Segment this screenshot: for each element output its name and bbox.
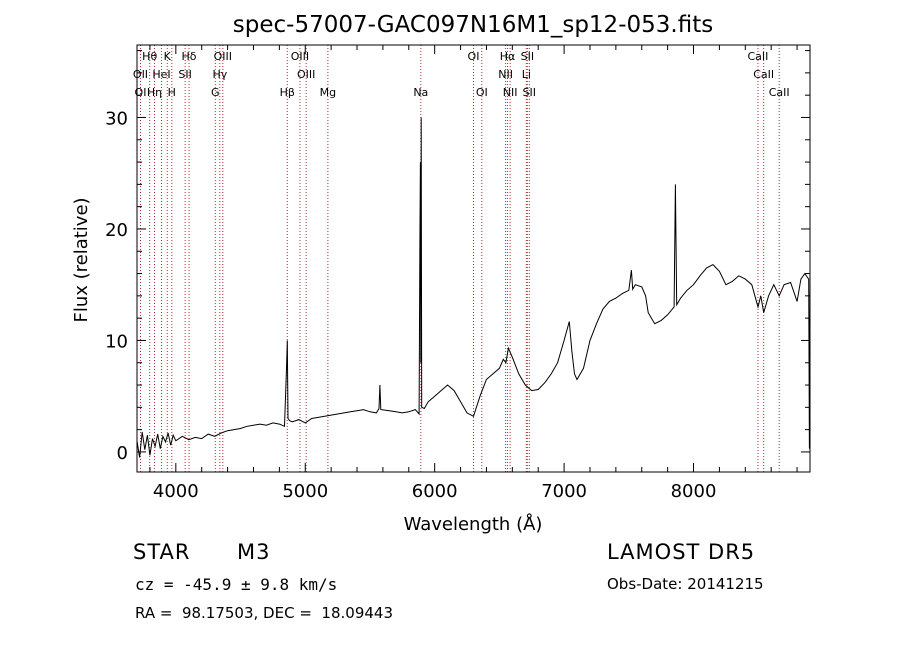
- spectral-line-labels: Hθ K Hδ OIII OIII OI Hα SII CaII OII HeI SII Hγ OIII N…: [133, 50, 790, 99]
- spectrum-series-line: [136, 117, 811, 458]
- spectral-line-label: CaII: [753, 68, 774, 81]
- spectral-line-label: Hα: [500, 50, 516, 63]
- spectral-line-label: NII: [498, 68, 513, 81]
- y-axis-label: Flux (relative): [71, 197, 92, 322]
- spectral-line-label: Hη: [147, 86, 162, 99]
- chart-title: spec-57007-GAC097N16M1_sp12-053.fits: [233, 12, 713, 38]
- spectral-line-label: OI: [135, 86, 147, 99]
- y-tick-label: 0: [117, 443, 128, 464]
- x-tick-label: 5000: [282, 481, 328, 502]
- spectral-line-markers: [139, 45, 780, 472]
- object-type: STAR: [133, 540, 191, 564]
- spectral-line-label: SII: [523, 86, 536, 99]
- x-tick-label: 7000: [541, 481, 587, 502]
- x-tick-label: 6000: [412, 481, 458, 502]
- plot-frame: [136, 44, 811, 473]
- spectral-line-label: Mg: [320, 86, 336, 99]
- survey-name: LAMOST DR5: [607, 540, 756, 564]
- spectral-line-label: K: [164, 50, 172, 63]
- spectral-line-label: OIII: [214, 50, 232, 63]
- y-axis: 0 10 20 30: [105, 50, 810, 464]
- x-tick-label: 4000: [153, 481, 199, 502]
- spectral-line-label: NII: [503, 86, 518, 99]
- x-axis: 4000 5000 6000 7000 8000: [149, 45, 798, 502]
- x-axis-label: Wavelength (Å): [404, 513, 543, 535]
- y-tick-label: 10: [105, 331, 128, 352]
- spectral-line-label: OI: [468, 50, 480, 63]
- x-tick-label: 8000: [671, 481, 717, 502]
- redshift-velocity: cz = -45.9 ± 9.8 km/s: [135, 575, 338, 594]
- spectral-line-label: Hβ: [280, 86, 295, 99]
- y-tick-label: 20: [105, 220, 128, 241]
- spectral-line-label: CaII: [748, 50, 769, 63]
- spectral-line-label: SII: [521, 50, 534, 63]
- spectral-line-label: OI: [476, 86, 488, 99]
- spectral-line-label: SII: [178, 68, 191, 81]
- spectral-line-label: Hθ: [142, 50, 157, 63]
- spectral-line-label: HeI: [152, 68, 170, 81]
- spectral-line-label: Li: [522, 68, 531, 81]
- observation-date: Obs-Date: 20141215: [607, 575, 764, 593]
- spectral-line-label: Hδ: [182, 50, 197, 63]
- spectral-line-label: OIII: [291, 50, 309, 63]
- object-subclass: M3: [237, 540, 271, 564]
- spectral-line-label: OIII: [297, 68, 315, 81]
- spectral-line-label: CaII: [769, 86, 790, 99]
- spectral-line-label: H: [168, 86, 176, 99]
- spectral-line-label: G: [211, 86, 220, 99]
- spectral-line-label: Na: [413, 86, 428, 99]
- y-tick-label: 30: [105, 108, 128, 129]
- spectral-line-label: Hγ: [212, 68, 227, 81]
- spectral-line-label: OII: [133, 68, 148, 81]
- coordinates: RA = 98.17503, DEC = 18.09443: [135, 604, 394, 622]
